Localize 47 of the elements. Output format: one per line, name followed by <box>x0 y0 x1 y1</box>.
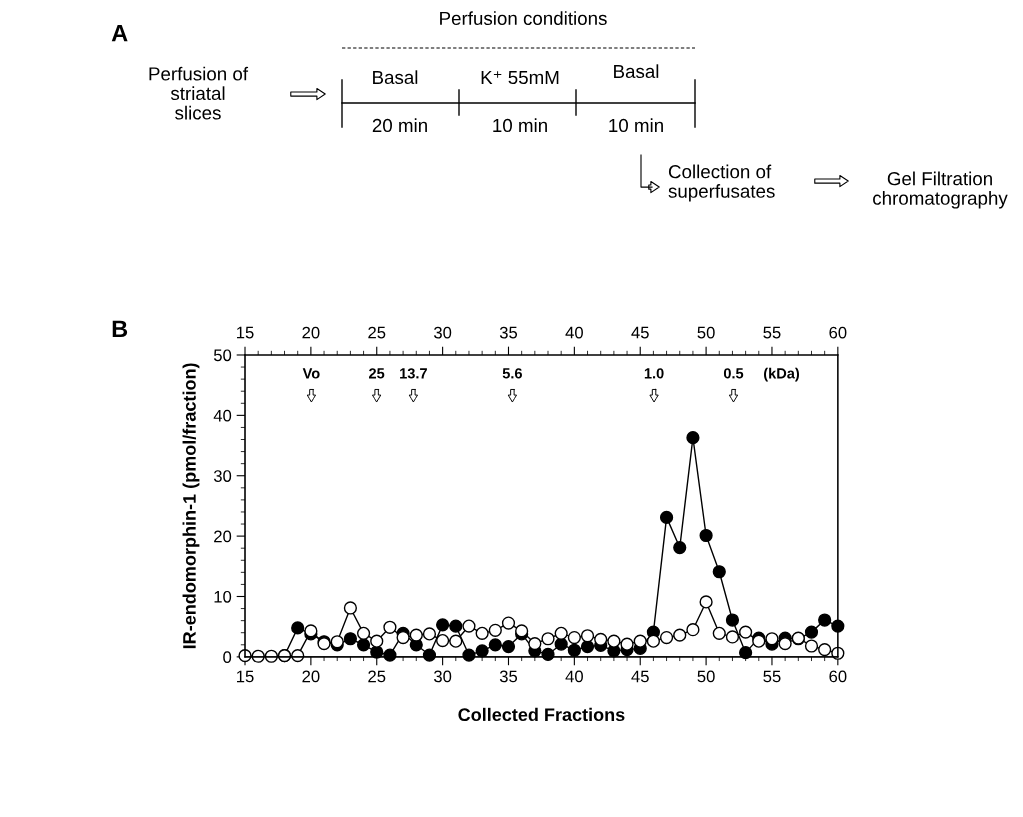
y-tick-label: 20 <box>214 530 232 543</box>
annotation: (kDa) <box>764 367 800 382</box>
annotation: 1.0 <box>644 368 664 379</box>
text: 10 min <box>493 118 547 133</box>
x-tick-label: 55 <box>763 670 781 683</box>
text: A <box>111 24 128 42</box>
x2-tick-label: 40 <box>565 326 583 339</box>
text: Gel Filtration chromatography <box>873 171 1008 209</box>
x2-tick-label: 25 <box>368 326 386 339</box>
x-tick-label: 45 <box>631 670 649 683</box>
x-axis-title: Collected Fractions <box>458 707 625 722</box>
x2-tick-label: 30 <box>433 326 452 339</box>
x2-tick-label: 20 <box>302 326 320 339</box>
x-tick-label: 30 <box>433 670 452 683</box>
text: Basal <box>614 64 659 79</box>
y-tick-label: 50 <box>213 349 232 362</box>
x2-tick-label: 45 <box>631 326 649 339</box>
annotation: 13.7 <box>400 368 427 379</box>
x-tick-label: 15 <box>237 670 254 683</box>
y-tick-label: 30 <box>213 470 232 482</box>
x-tick-label: 60 <box>829 670 847 683</box>
x-tick-label: 25 <box>368 670 386 683</box>
text: Collection of superfusates <box>668 164 775 202</box>
x2-tick-label: 60 <box>829 326 847 339</box>
y-tick-label: 40 <box>213 409 232 422</box>
chart-title: B <box>112 320 128 337</box>
annotation: 5.6 <box>502 368 522 379</box>
annotation: 25 <box>369 368 385 379</box>
x2-tick-label: 15 <box>237 326 254 339</box>
x-tick-label: 50 <box>697 670 715 683</box>
text: 20 min <box>372 118 427 133</box>
x-tick-label: 20 <box>302 670 320 683</box>
annotation: 0.5 <box>723 368 744 379</box>
y-axis-title: IR-endomorphin-1 (pmol/fraction) <box>182 363 200 649</box>
x2-tick-label: 55 <box>763 326 781 339</box>
text: Basal <box>373 70 418 85</box>
x-tick-label: 40 <box>565 670 583 683</box>
annotation: Vo <box>302 368 320 379</box>
y-tick-label: 0 <box>223 651 232 664</box>
y-tick-label: 10 <box>214 590 232 603</box>
text: Perfusion of striatal slices <box>149 66 249 120</box>
text: 10 min <box>609 118 663 133</box>
x2-tick-label: 35 <box>499 326 518 339</box>
text: Perfusion conditions <box>440 11 607 26</box>
text: K⁺ 55mM <box>481 70 559 85</box>
x-tick-label: 35 <box>499 670 518 683</box>
x2-tick-label: 50 <box>697 326 715 339</box>
